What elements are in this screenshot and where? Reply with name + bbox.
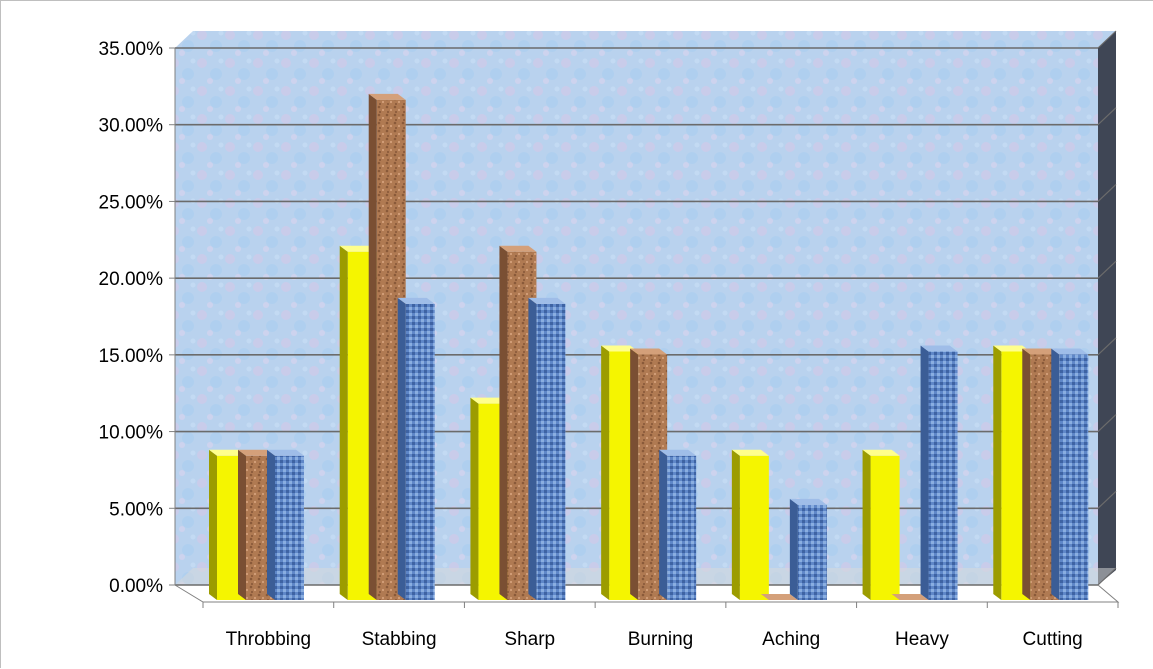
bar <box>928 351 958 600</box>
bar-top <box>659 449 697 456</box>
bar-side <box>499 245 508 600</box>
x-tick-label: Stabbing <box>362 629 437 650</box>
x-tick-label: Throbbing <box>226 629 312 650</box>
y-tick-label: 25.00% <box>99 192 164 213</box>
bar-top <box>397 297 435 304</box>
bar <box>405 303 435 600</box>
bars <box>209 93 1089 600</box>
bar-side <box>993 345 1002 600</box>
y-tick-label: 20.00% <box>99 269 164 290</box>
bar-side <box>397 297 406 600</box>
bar-top <box>1051 348 1089 355</box>
bar-side <box>470 397 479 600</box>
bar <box>797 504 827 600</box>
bar-side <box>339 245 348 600</box>
bar-top <box>789 498 827 505</box>
bar-top <box>920 345 958 352</box>
gridline-side <box>1097 183 1117 202</box>
x-tick-label: Sharp <box>504 629 555 650</box>
bar-side <box>238 449 246 600</box>
side-wall <box>1098 31 1116 585</box>
gridline-side <box>1097 30 1117 49</box>
axes <box>169 47 1120 608</box>
bar-top <box>339 245 377 252</box>
y-tick-label: 5.00% <box>109 499 163 520</box>
bar-side <box>209 449 217 600</box>
bar-top <box>993 345 1031 352</box>
x-tick-label: Heavy <box>895 629 949 650</box>
bar-top <box>528 297 566 304</box>
x-tick-label: Cutting <box>1023 629 1083 650</box>
bar <box>536 303 566 600</box>
bar-top <box>267 449 304 456</box>
bar <box>1059 354 1089 600</box>
bar-side <box>368 93 377 600</box>
bar-top <box>862 449 900 456</box>
bar-top <box>238 449 275 456</box>
bar-side <box>267 449 275 600</box>
gridline-side <box>1097 260 1117 279</box>
y-tick-label: 0.00% <box>109 576 163 597</box>
tick-labels: 0.00% 5.00% 10.00% 15.00% 20.00% 25.00% 30.00%… <box>99 39 1083 650</box>
bar-top <box>499 245 537 252</box>
bar-side <box>862 449 871 600</box>
bar-side <box>920 345 929 600</box>
bar-side <box>659 449 668 600</box>
gridline-side <box>1097 567 1117 586</box>
bar <box>275 455 304 600</box>
bar-side <box>630 348 639 600</box>
bar-side <box>731 449 740 600</box>
bar-top <box>630 348 668 355</box>
gridline-side <box>1097 337 1117 356</box>
gridline-side <box>1097 107 1117 126</box>
bar-side <box>1051 348 1060 600</box>
bar-top <box>368 93 406 100</box>
bar-top <box>470 397 508 404</box>
y-tick-label: 35.00% <box>99 39 164 60</box>
x-axis <box>174 584 1120 603</box>
bar-top <box>209 449 246 456</box>
gridline-side <box>1097 490 1117 509</box>
bar-top <box>731 449 769 456</box>
bar-top <box>601 345 639 352</box>
bar-top <box>891 594 929 600</box>
bar-side <box>528 297 537 600</box>
y-tick-label: 30.00% <box>99 116 164 137</box>
y-tick-label: 10.00% <box>99 423 164 444</box>
bar <box>870 455 900 600</box>
bar-side <box>1022 348 1031 600</box>
bar <box>739 455 769 600</box>
x-tick-label: Burning <box>628 629 694 650</box>
bar-side <box>601 345 610 600</box>
bar-top <box>760 594 798 600</box>
bar-side <box>789 498 798 600</box>
bar <box>667 455 697 600</box>
y-tick-label: 15.00% <box>99 346 164 367</box>
x-tick-label: Aching <box>762 629 820 650</box>
bar-top <box>1022 348 1060 355</box>
gridline-side <box>1097 414 1117 433</box>
